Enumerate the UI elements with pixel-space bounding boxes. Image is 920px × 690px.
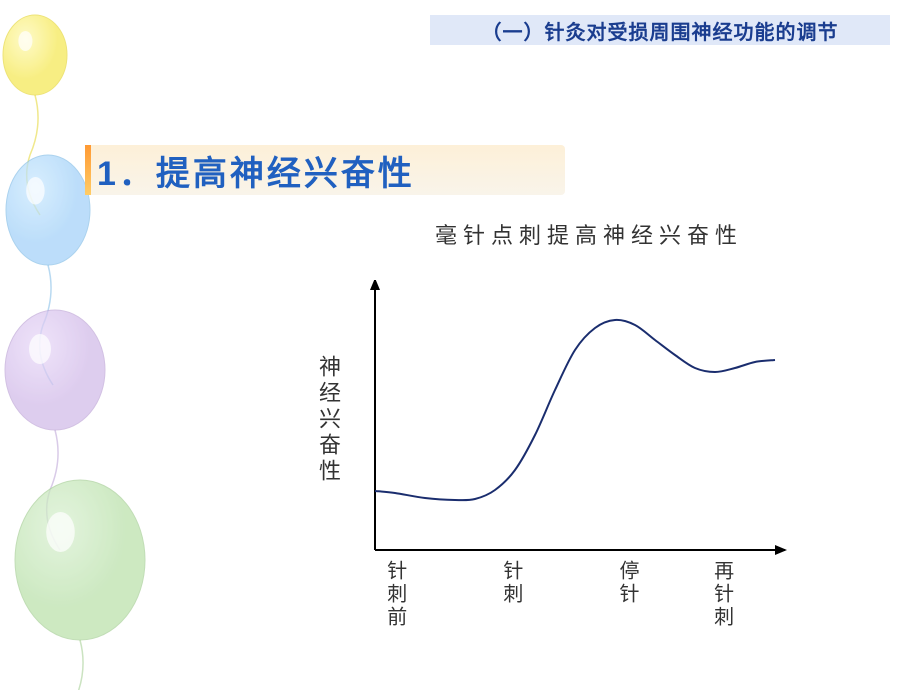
balloon-decorations bbox=[0, 0, 180, 690]
x-label-3: 再针刺 bbox=[708, 560, 737, 629]
x-label-0: 针刺前 bbox=[381, 560, 410, 629]
section-heading: 1．提高神经兴奋性 bbox=[85, 145, 565, 195]
chart-title: 毫针点刺提高神经兴奋性 bbox=[435, 218, 743, 250]
section-heading-text: 1．提高神经兴奋性 bbox=[97, 146, 415, 195]
top-banner: （一）针灸对受损周围神经功能的调节 bbox=[430, 15, 890, 45]
x-label-2: 停针 bbox=[613, 560, 642, 606]
y-axis-label: 神经兴奋性 bbox=[312, 355, 344, 485]
section-heading-accent bbox=[85, 145, 91, 195]
top-banner-text: （一）针灸对受损周围神经功能的调节 bbox=[482, 16, 839, 45]
x-axis-labels: 针刺前 针刺 停针 再针刺 bbox=[365, 560, 795, 680]
x-label-1: 针刺 bbox=[497, 560, 526, 606]
